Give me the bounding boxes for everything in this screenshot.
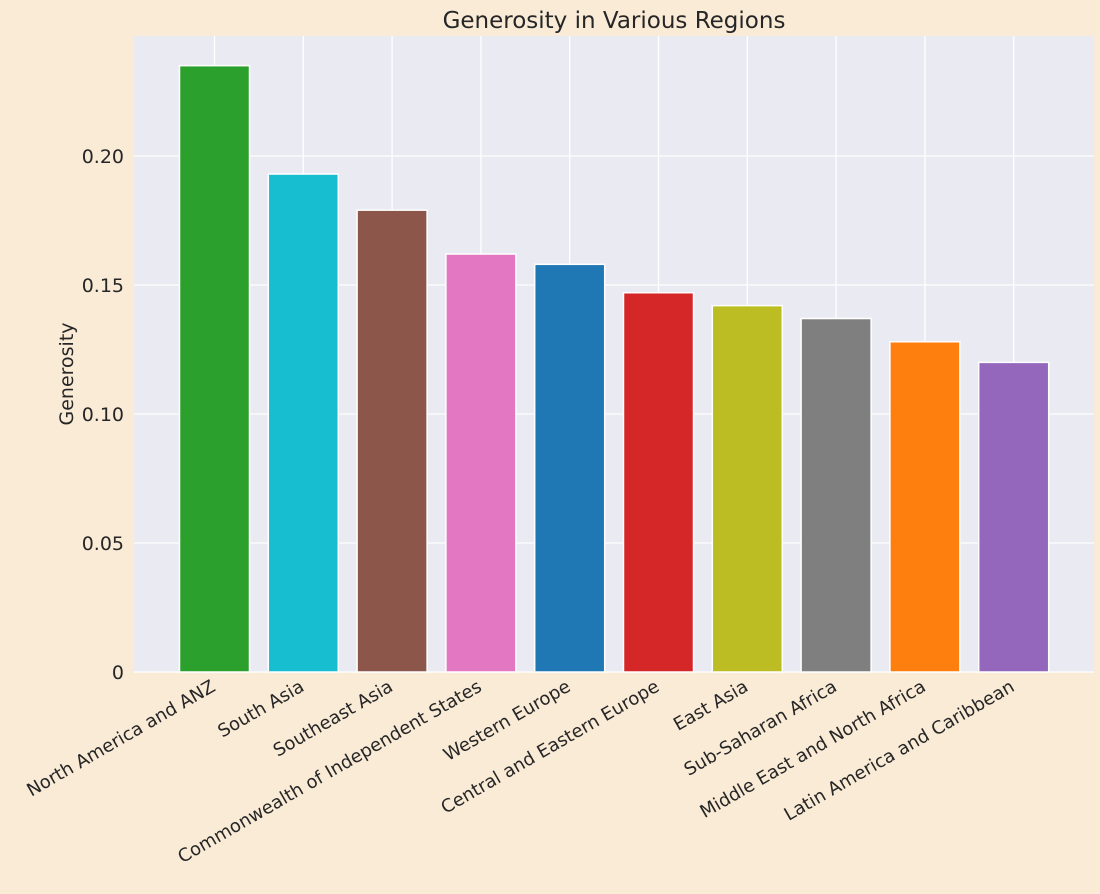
- x-tick-label: East Asia: [670, 676, 752, 735]
- bar: [977, 361, 1050, 673]
- chart-title: Generosity in Various Regions: [443, 8, 786, 34]
- y-axis-ticks: 0 0.05 0.10 0.15 0.20: [82, 146, 124, 684]
- bar: [889, 340, 961, 673]
- bar: [178, 64, 251, 673]
- bars: [178, 64, 1050, 673]
- bar: [356, 209, 428, 673]
- bar: [533, 263, 606, 673]
- y-tick-label: 0.10: [82, 404, 124, 426]
- x-tick-label: Sub-Saharan Africa: [681, 676, 841, 780]
- bar: [800, 317, 872, 673]
- bar: [711, 304, 784, 673]
- y-tick-label: 0.15: [82, 275, 124, 297]
- y-tick-label: 0.20: [82, 146, 124, 168]
- y-tick-label: 0.05: [82, 533, 124, 555]
- y-tick-label: 0: [112, 662, 124, 684]
- x-tick-label: Commonwealth of Independent States: [174, 676, 485, 868]
- x-tick-label: North America and ANZ: [23, 676, 219, 801]
- bar: [445, 253, 517, 673]
- bar: [622, 291, 695, 673]
- bar: [267, 173, 340, 673]
- y-axis-label: Generosity: [56, 322, 78, 425]
